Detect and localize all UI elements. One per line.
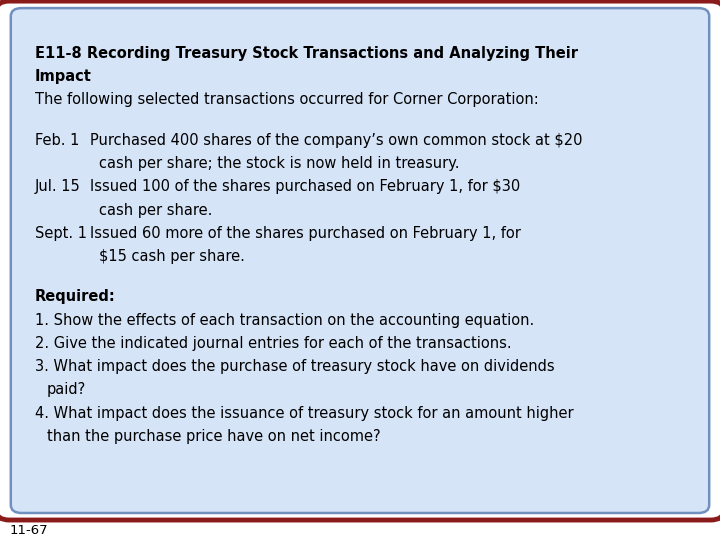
Text: Issued 60 more of the shares purchased on February 1, for: Issued 60 more of the shares purchased o… <box>90 226 521 241</box>
Text: 11-67: 11-67 <box>9 524 48 537</box>
Text: 3. What impact does the purchase of treasury stock have on dividends: 3. What impact does the purchase of trea… <box>35 359 554 374</box>
Text: paid?: paid? <box>47 382 86 397</box>
Text: 4. What impact does the issuance of treasury stock for an amount higher: 4. What impact does the issuance of trea… <box>35 406 573 421</box>
Text: Feb. 1: Feb. 1 <box>35 133 79 148</box>
Text: cash per share.: cash per share. <box>99 202 212 218</box>
Text: $15 cash per share.: $15 cash per share. <box>99 249 246 264</box>
Text: E11-8 Recording Treasury Stock Transactions and Analyzing Their: E11-8 Recording Treasury Stock Transacti… <box>35 46 577 61</box>
Text: 1. Show the effects of each transaction on the accounting equation.: 1. Show the effects of each transaction … <box>35 313 534 328</box>
Text: Required:: Required: <box>35 289 115 305</box>
Text: than the purchase price have on net income?: than the purchase price have on net inco… <box>47 429 380 444</box>
Text: 2. Give the indicated journal entries for each of the transactions.: 2. Give the indicated journal entries fo… <box>35 336 511 351</box>
Text: Purchased 400 shares of the company’s own common stock at $20: Purchased 400 shares of the company’s ow… <box>90 133 582 148</box>
Text: Issued 100 of the shares purchased on February 1, for $30: Issued 100 of the shares purchased on Fe… <box>90 179 521 194</box>
FancyBboxPatch shape <box>0 1 720 520</box>
FancyBboxPatch shape <box>11 8 709 513</box>
Text: cash per share; the stock is now held in treasury.: cash per share; the stock is now held in… <box>99 156 460 171</box>
Text: The following selected transactions occurred for Corner Corporation:: The following selected transactions occu… <box>35 92 539 107</box>
Text: Jul. 15: Jul. 15 <box>35 179 81 194</box>
Text: Impact: Impact <box>35 69 91 84</box>
Text: Sept. 1: Sept. 1 <box>35 226 86 241</box>
